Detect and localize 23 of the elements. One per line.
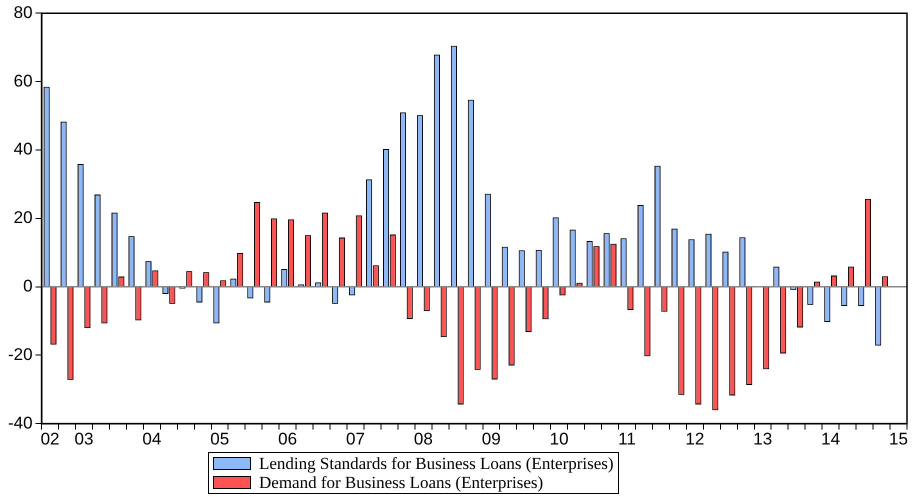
x-tick-label: 03 [74,429,94,448]
y-tick-label: 40 [14,140,33,159]
x-tick-label: 11 [618,429,636,448]
x-tick-label: 04 [142,429,162,448]
x-tick-label: 09 [482,429,501,448]
legend-label: Lending Standards for Business Loans (Enterprises) [259,454,614,473]
x-tick-label: 12 [685,429,704,448]
x-tick-label: 08 [414,429,433,448]
x-tick-label: 06 [278,429,298,448]
y-tick-label: 60 [14,71,33,90]
x-tick-label: 07 [346,429,365,448]
x-tick-label: 14 [821,429,840,448]
y-tick-label: 0 [23,276,33,296]
x-tick-label: 15 [889,429,908,448]
y-tick-label: 20 [14,208,33,228]
legend-label: Demand for Business Loans (Enterprises) [259,473,544,492]
x-tick-label: 10 [550,429,569,448]
x-tick-label: 05 [210,429,230,448]
x-tick-label: 13 [753,429,772,448]
x-tick-label: 02 [40,429,60,448]
y-tick-label: -20 [8,344,33,364]
y-tick-label: -40 [8,413,33,432]
y-tick-label: 80 [14,2,33,22]
